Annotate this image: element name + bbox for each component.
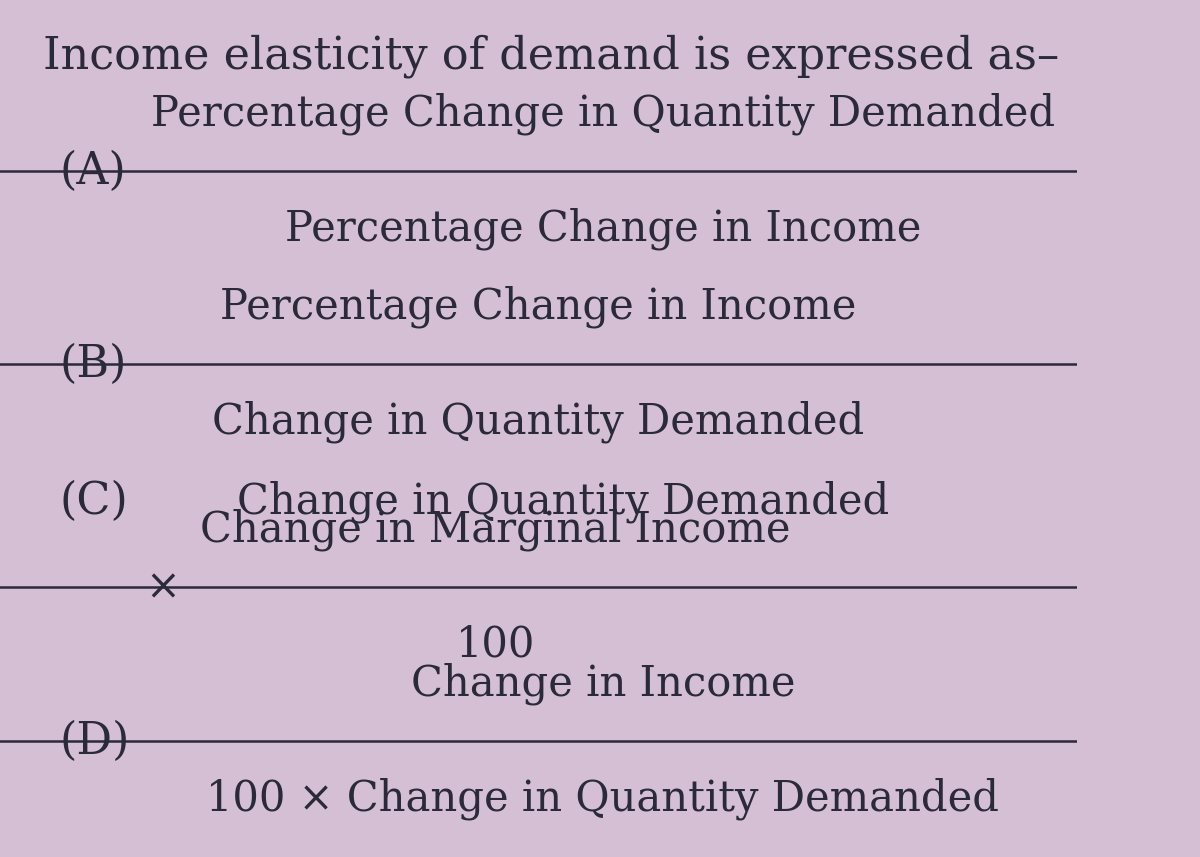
Text: ×: × (145, 566, 180, 608)
Text: 100: 100 (456, 623, 535, 665)
Text: 100 × Change in Quantity Demanded: 100 × Change in Quantity Demanded (206, 777, 1000, 820)
Text: Percentage Change in Income: Percentage Change in Income (284, 207, 922, 250)
Text: Income elasticity of demand is expressed as–: Income elasticity of demand is expressed… (43, 34, 1060, 77)
Text: (D): (D) (59, 720, 130, 763)
Text: (A): (A) (59, 150, 126, 193)
Text: Percentage Change in Income: Percentage Change in Income (220, 285, 857, 328)
Text: Change in Marginal Income: Change in Marginal Income (200, 508, 791, 551)
Text: Percentage Change in Quantity Demanded: Percentage Change in Quantity Demanded (151, 93, 1055, 135)
Text: (C): (C) (59, 480, 128, 523)
Text: Change in Quantity Demanded: Change in Quantity Demanded (212, 400, 864, 443)
Text: Change in Quantity Demanded: Change in Quantity Demanded (236, 480, 889, 523)
Text: (B): (B) (59, 343, 126, 386)
Text: Change in Income: Change in Income (410, 662, 796, 705)
